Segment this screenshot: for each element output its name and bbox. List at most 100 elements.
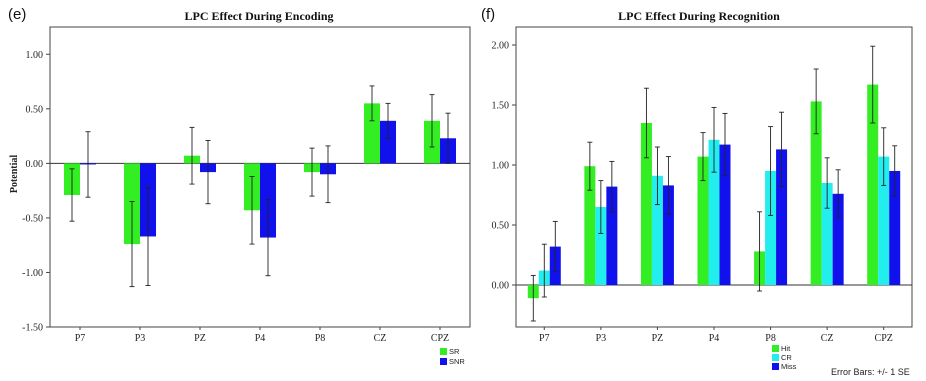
plot-area-encoding: -1.50 -1.00 -0.50 0.00 0.50 1.00 P7 P3 PZ P4 P8 CZ C… xyxy=(22,26,471,366)
legend-swatch xyxy=(772,363,779,370)
error-bar xyxy=(881,127,887,186)
y-tick-label: 1.00 xyxy=(26,50,44,61)
x-category-label: CZ xyxy=(821,333,834,344)
chart-title-recognition: LPC Effect During Recognition xyxy=(618,9,780,23)
panel-letter-f: (f) xyxy=(481,6,495,23)
error-bar xyxy=(429,94,435,148)
error-bar xyxy=(892,145,898,197)
bar-miss-p4 xyxy=(719,144,731,285)
x-category-label: P8 xyxy=(315,333,326,344)
bar-snr-cz xyxy=(380,120,396,164)
y-tick-label: -1.00 xyxy=(22,268,43,279)
error-bar xyxy=(385,102,391,139)
bar-cr-pz xyxy=(651,175,663,285)
y-tick-label: 0.00 xyxy=(26,159,44,170)
bar-miss-p3 xyxy=(606,186,618,285)
error-bar xyxy=(541,243,547,298)
panel-letter-e: (e) xyxy=(8,6,26,23)
y-tick-label: 1.00 xyxy=(492,161,510,172)
bar-miss-cz xyxy=(832,193,844,285)
legend-swatch xyxy=(772,354,779,361)
y-tick-label: 1.50 xyxy=(492,101,510,112)
x-category-label: CPZ xyxy=(431,333,449,344)
x-category-label: PZ xyxy=(652,333,664,344)
x-category-label: CPZ xyxy=(875,333,893,344)
x-category-label: P3 xyxy=(135,333,146,344)
chart-title-encoding: LPC Effect During Encoding xyxy=(184,9,333,23)
y-tick-label: 2.00 xyxy=(492,41,510,52)
error-bar xyxy=(711,106,717,173)
y-tick-label: -0.50 xyxy=(22,213,43,224)
error-bar xyxy=(552,220,558,273)
bar-cr-cz xyxy=(821,183,833,285)
error-bars-note: Error Bars: +/- 1 SE xyxy=(831,367,910,377)
x-category-label: P3 xyxy=(596,333,607,344)
error-bar xyxy=(69,168,75,222)
y-tick-label: 0.00 xyxy=(492,281,510,292)
error-bar xyxy=(722,112,728,177)
bar-sr-cz xyxy=(364,103,380,164)
legend-swatch xyxy=(440,358,447,365)
error-bar xyxy=(598,180,604,234)
error-bar xyxy=(189,126,195,185)
x-category-label: P4 xyxy=(709,333,720,344)
error-bar xyxy=(85,131,91,198)
bar-cr-p3 xyxy=(595,207,607,285)
bar-hit-pz xyxy=(640,123,652,285)
plot-area-recognition: 0.00 0.50 1.00 1.50 2.00 P7 P3 PZ P4 P8 CZ CPZ HitCR… xyxy=(492,26,913,371)
error-bar xyxy=(768,126,774,216)
bar-hit-p4 xyxy=(697,156,709,285)
bar-hit-cz xyxy=(810,101,822,286)
x-category-label: PZ xyxy=(194,333,206,344)
legend-label: SR xyxy=(449,347,460,356)
error-bar xyxy=(835,169,841,219)
error-bar xyxy=(309,147,315,197)
error-bar xyxy=(654,146,660,206)
error-bar xyxy=(325,145,331,204)
bar-miss-p8 xyxy=(776,149,788,285)
error-bar xyxy=(587,141,593,191)
y-tick-label: 0.50 xyxy=(26,104,44,115)
error-bar xyxy=(145,186,151,286)
legend-label: Miss xyxy=(781,362,797,371)
panel-recognition: (f) LPC Effect During Recognition 0.000.… xyxy=(481,6,913,377)
x-category-label: CZ xyxy=(374,333,387,344)
error-bar xyxy=(265,198,271,277)
bar-cr-cpz xyxy=(878,156,890,285)
error-bar xyxy=(249,176,255,245)
bar-miss-pz xyxy=(662,185,674,285)
legend-swatch xyxy=(772,345,779,352)
error-bar xyxy=(643,87,649,159)
error-bar xyxy=(813,68,819,135)
bar-hit-p3 xyxy=(584,166,596,285)
legend-label: SNR xyxy=(449,357,465,366)
error-bar xyxy=(870,45,876,124)
y-tick-label: -1.50 xyxy=(22,323,43,334)
error-bar xyxy=(665,156,671,215)
bar-cr-p4 xyxy=(708,139,720,285)
bar-hit-cpz xyxy=(867,84,879,285)
error-bar xyxy=(369,85,375,122)
legend-label: CR xyxy=(781,353,792,362)
error-bar xyxy=(700,132,706,182)
y-tick-label: 0.50 xyxy=(492,221,510,232)
x-category-label: P7 xyxy=(539,333,550,344)
legend-swatch xyxy=(440,348,447,355)
error-bar xyxy=(205,140,211,205)
error-bar xyxy=(609,160,615,213)
bar-miss-cpz xyxy=(889,171,901,285)
bar-cr-p8 xyxy=(765,171,777,285)
error-bar xyxy=(129,201,135,288)
legend-label: Hit xyxy=(781,344,791,353)
error-bar xyxy=(779,111,785,188)
error-bar xyxy=(757,211,763,292)
x-category-label: P4 xyxy=(255,333,266,344)
x-category-label: P8 xyxy=(765,333,776,344)
error-bar xyxy=(445,112,451,164)
error-bar xyxy=(824,157,830,209)
x-category-label: P7 xyxy=(75,333,86,344)
error-bar xyxy=(530,274,536,322)
